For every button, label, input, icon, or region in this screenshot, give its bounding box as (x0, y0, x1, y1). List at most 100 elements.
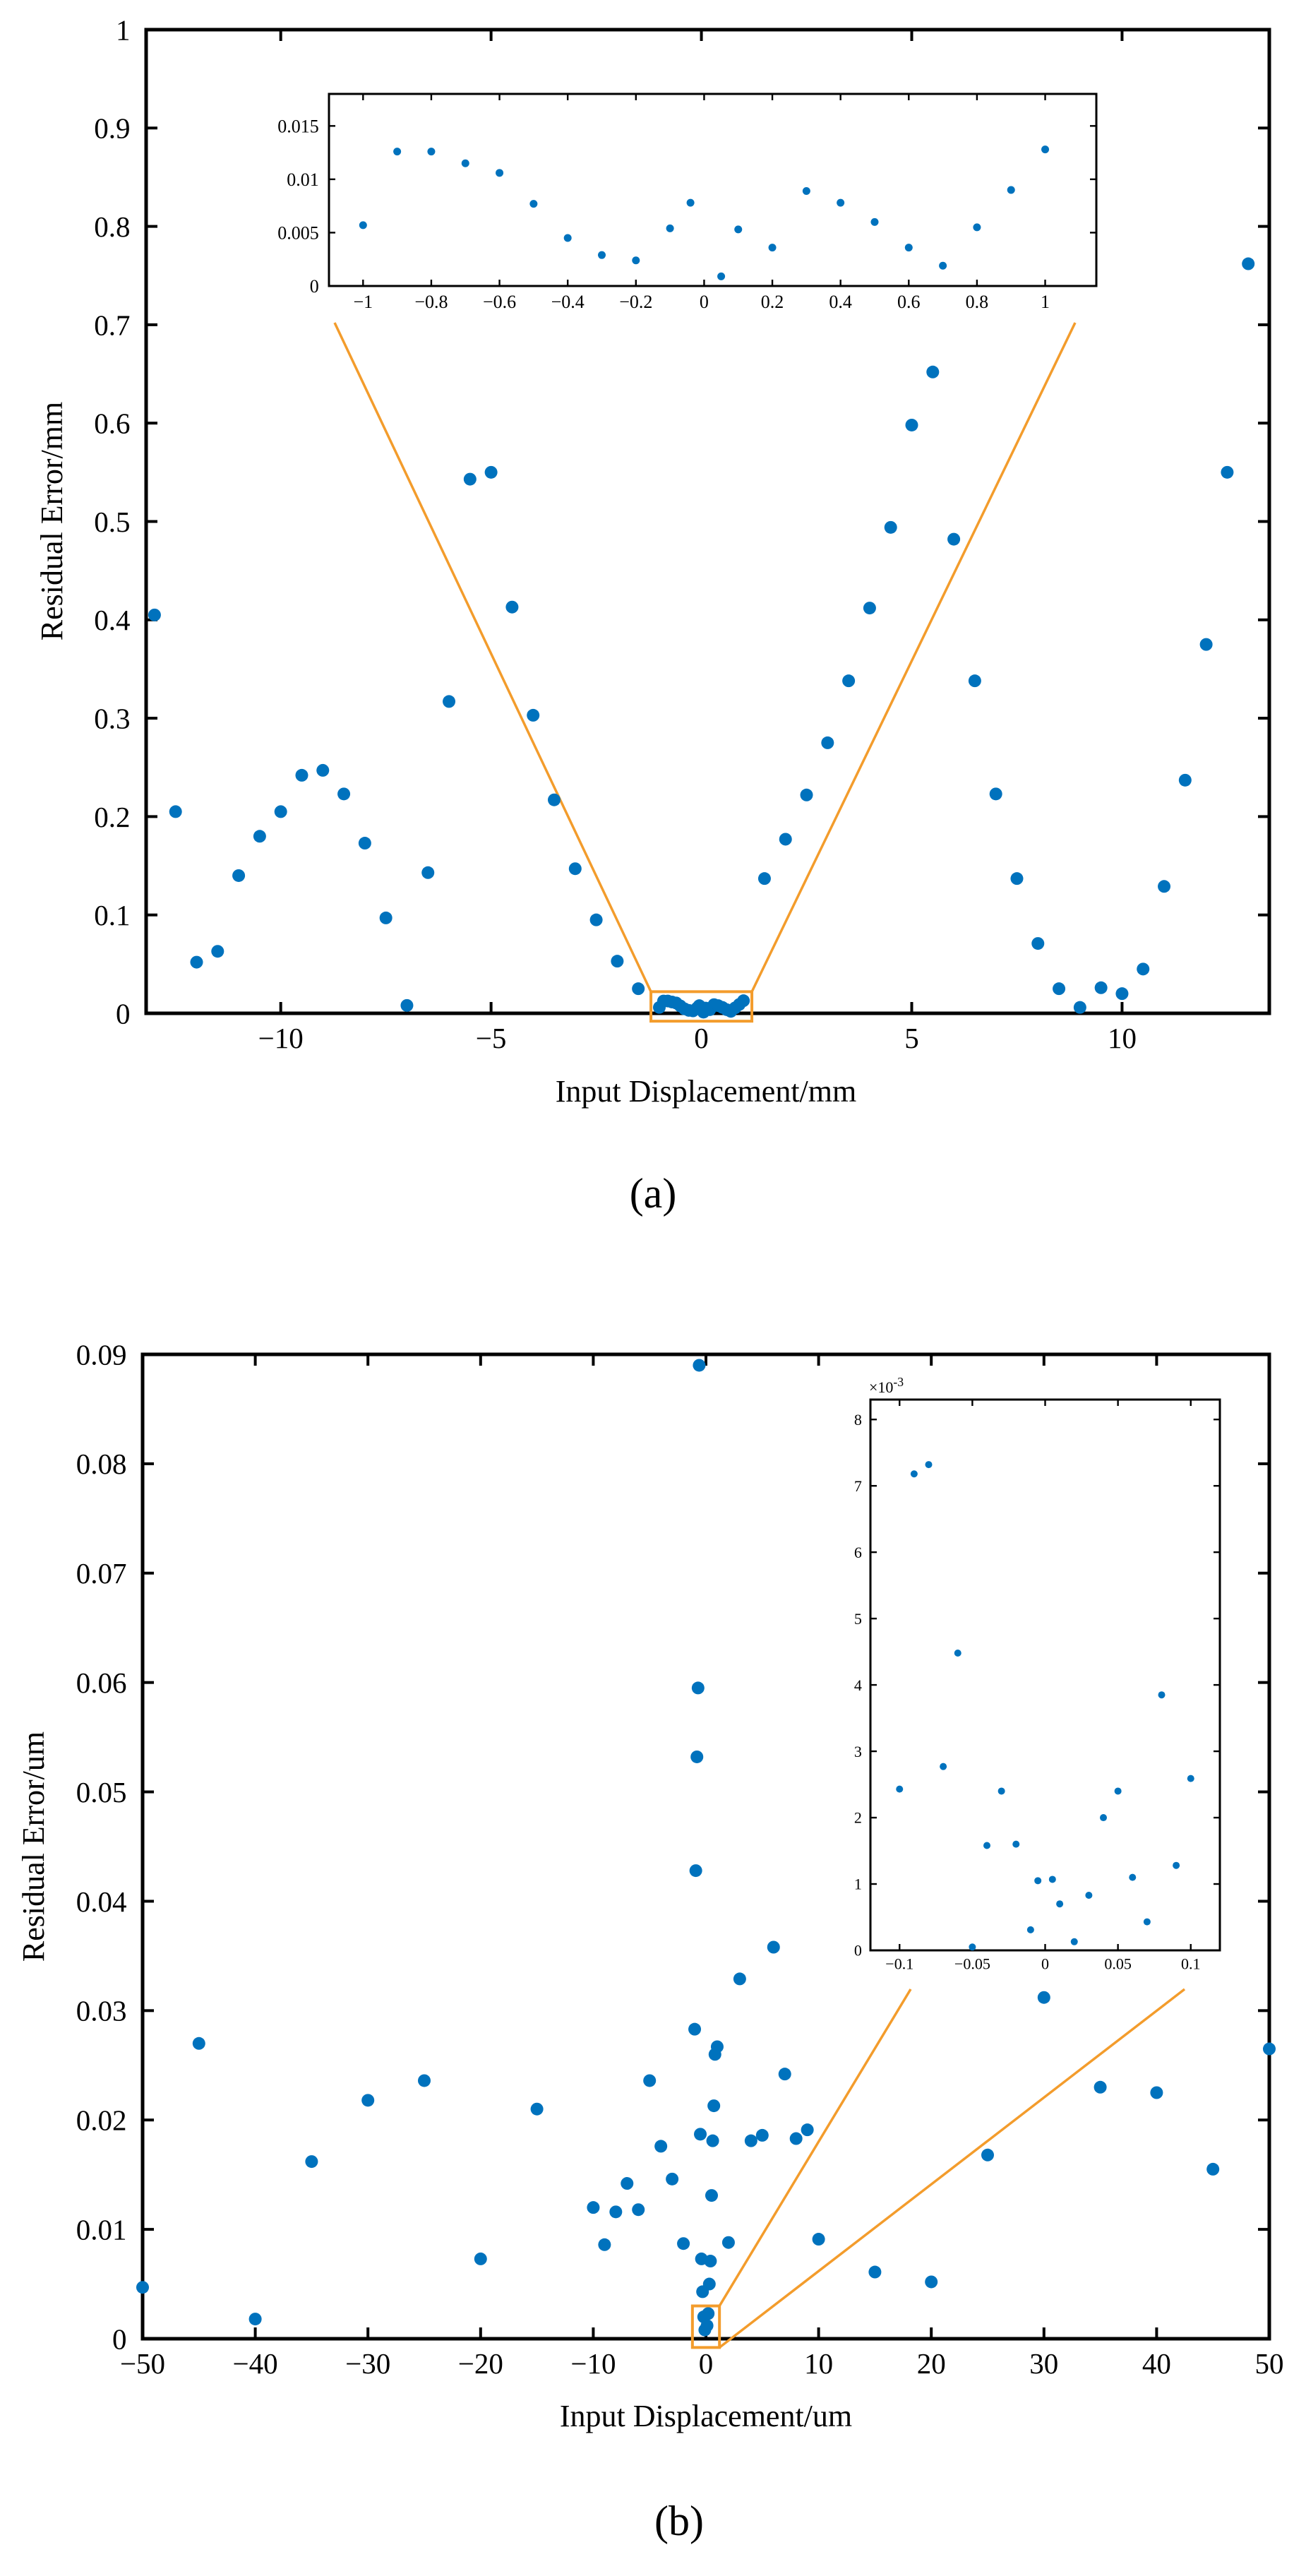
inset-y-tick-label: 8 (854, 1411, 862, 1429)
inset-data-point (632, 256, 640, 265)
inset-data-point (717, 272, 726, 280)
figure-caption: (b) (654, 2498, 704, 2544)
inset-data-point (1173, 1861, 1180, 1869)
main-x-tick-label: −50 (120, 2347, 165, 2380)
data-point (632, 982, 645, 996)
data-point (192, 2037, 205, 2050)
main-y-tick-label: 0.3 (94, 702, 130, 734)
data-point (800, 788, 813, 801)
inset-exponent-power: -3 (893, 1375, 904, 1389)
inset-x-tick-label: 0.8 (966, 292, 989, 312)
data-point (295, 768, 308, 782)
data-point (274, 805, 287, 818)
data-point (1073, 1001, 1086, 1014)
data-point (632, 2203, 645, 2217)
inset-y-tick-label: 7 (854, 1477, 862, 1495)
data-point (598, 2238, 611, 2251)
inset-data-point (904, 244, 913, 252)
inset-x-tick-label: −0.05 (954, 1955, 990, 1972)
data-point (1221, 465, 1234, 479)
data-point (358, 837, 371, 850)
inset-data-point (969, 1943, 976, 1951)
inset-data-point (461, 159, 469, 167)
data-point (733, 1972, 746, 1986)
data-point (789, 2132, 803, 2145)
inset-data-point (1048, 1876, 1056, 1883)
inset-data-point (1070, 1938, 1078, 1945)
inset-data-point (954, 1649, 961, 1657)
inset-data-point (1056, 1900, 1064, 1908)
main-y-tick-label: 0.08 (76, 1448, 127, 1480)
data-point (305, 2155, 318, 2169)
data-point (1053, 982, 1066, 996)
main-x-tick-label: 10 (1108, 1022, 1137, 1054)
data-point (779, 833, 792, 846)
inset-y-tick-label: 0 (854, 1942, 862, 1960)
data-point (1115, 987, 1129, 1001)
data-point (688, 2022, 702, 2036)
data-point (905, 418, 918, 431)
inset-data-point (427, 148, 436, 156)
data-point (421, 866, 435, 879)
inset-data-point (1085, 1892, 1093, 1899)
data-point (474, 2252, 487, 2265)
data-point (705, 2189, 718, 2202)
x-axis-label: Input Displacement/um (560, 2399, 852, 2433)
data-point (609, 2205, 623, 2219)
data-point (666, 2172, 679, 2186)
main-y-tick-label: 0.4 (94, 604, 130, 636)
y-axis-label: Residual Error/mm (35, 402, 69, 641)
data-point (1137, 962, 1150, 976)
data-point (704, 2255, 717, 2268)
data-point (702, 2307, 715, 2320)
inset-data-point (1143, 1918, 1151, 1926)
data-point (148, 608, 161, 621)
data-point (691, 1681, 705, 1695)
data-point (211, 945, 224, 958)
data-point (136, 2281, 149, 2294)
main-y-tick-label: 0.05 (76, 1776, 127, 1808)
data-point (863, 602, 876, 615)
inset-data-point (973, 223, 981, 232)
inset-x-tick-label: 0.1 (1181, 1955, 1201, 1972)
data-point (463, 472, 477, 486)
data-point (710, 2040, 724, 2053)
main-x-tick-label: 0 (699, 2347, 714, 2380)
main-x-tick-label: 10 (804, 2347, 833, 2380)
inset-exponent-base: ×10 (869, 1378, 893, 1396)
inset-data-point (597, 251, 606, 259)
main-x-tick-label: −10 (570, 2347, 616, 2380)
chart-panel-a: −10 −5 0 5 1000.10.20.30.40.50.60.70.80.91In… (35, 13, 1271, 1217)
inset-data-point (1026, 1926, 1034, 1933)
main-y-tick-label: 0.6 (94, 407, 130, 440)
main-y-tick-label: 1 (116, 13, 131, 46)
inset-data-point (359, 221, 367, 229)
main-x-tick-label: −30 (345, 2347, 390, 2380)
data-point (361, 2094, 375, 2107)
data-point (757, 872, 771, 886)
data-point (1037, 1991, 1050, 2004)
data-point (925, 2275, 938, 2289)
inset-plot-frame (328, 93, 1098, 287)
data-point (568, 862, 582, 876)
main-y-tick-label: 0.09 (76, 1338, 127, 1371)
inset-y-tick-label: 0.015 (277, 116, 319, 136)
data-point (968, 674, 981, 688)
data-point (484, 465, 498, 479)
inset-data-point (1012, 1840, 1020, 1848)
data-point (981, 2148, 994, 2161)
inset-y-tick-label: 5 (854, 1610, 862, 1628)
data-point (587, 2201, 600, 2214)
main-y-tick-label: 0.8 (94, 210, 130, 243)
main-y-tick-label: 0.5 (94, 506, 130, 538)
data-point (690, 1750, 704, 1763)
main-y-tick-label: 0.06 (76, 1666, 127, 1699)
zoom-connector-line (333, 322, 652, 993)
inset-y-tick-label: 0.005 (277, 223, 319, 244)
inset-x-tick-label: −0.2 (619, 292, 652, 312)
data-point (947, 532, 961, 546)
inset-data-point (1129, 1873, 1137, 1881)
data-point (1199, 638, 1213, 651)
x-axis-label: Input Displacement/mm (556, 1074, 856, 1109)
main-x-tick-label: −20 (458, 2347, 503, 2380)
